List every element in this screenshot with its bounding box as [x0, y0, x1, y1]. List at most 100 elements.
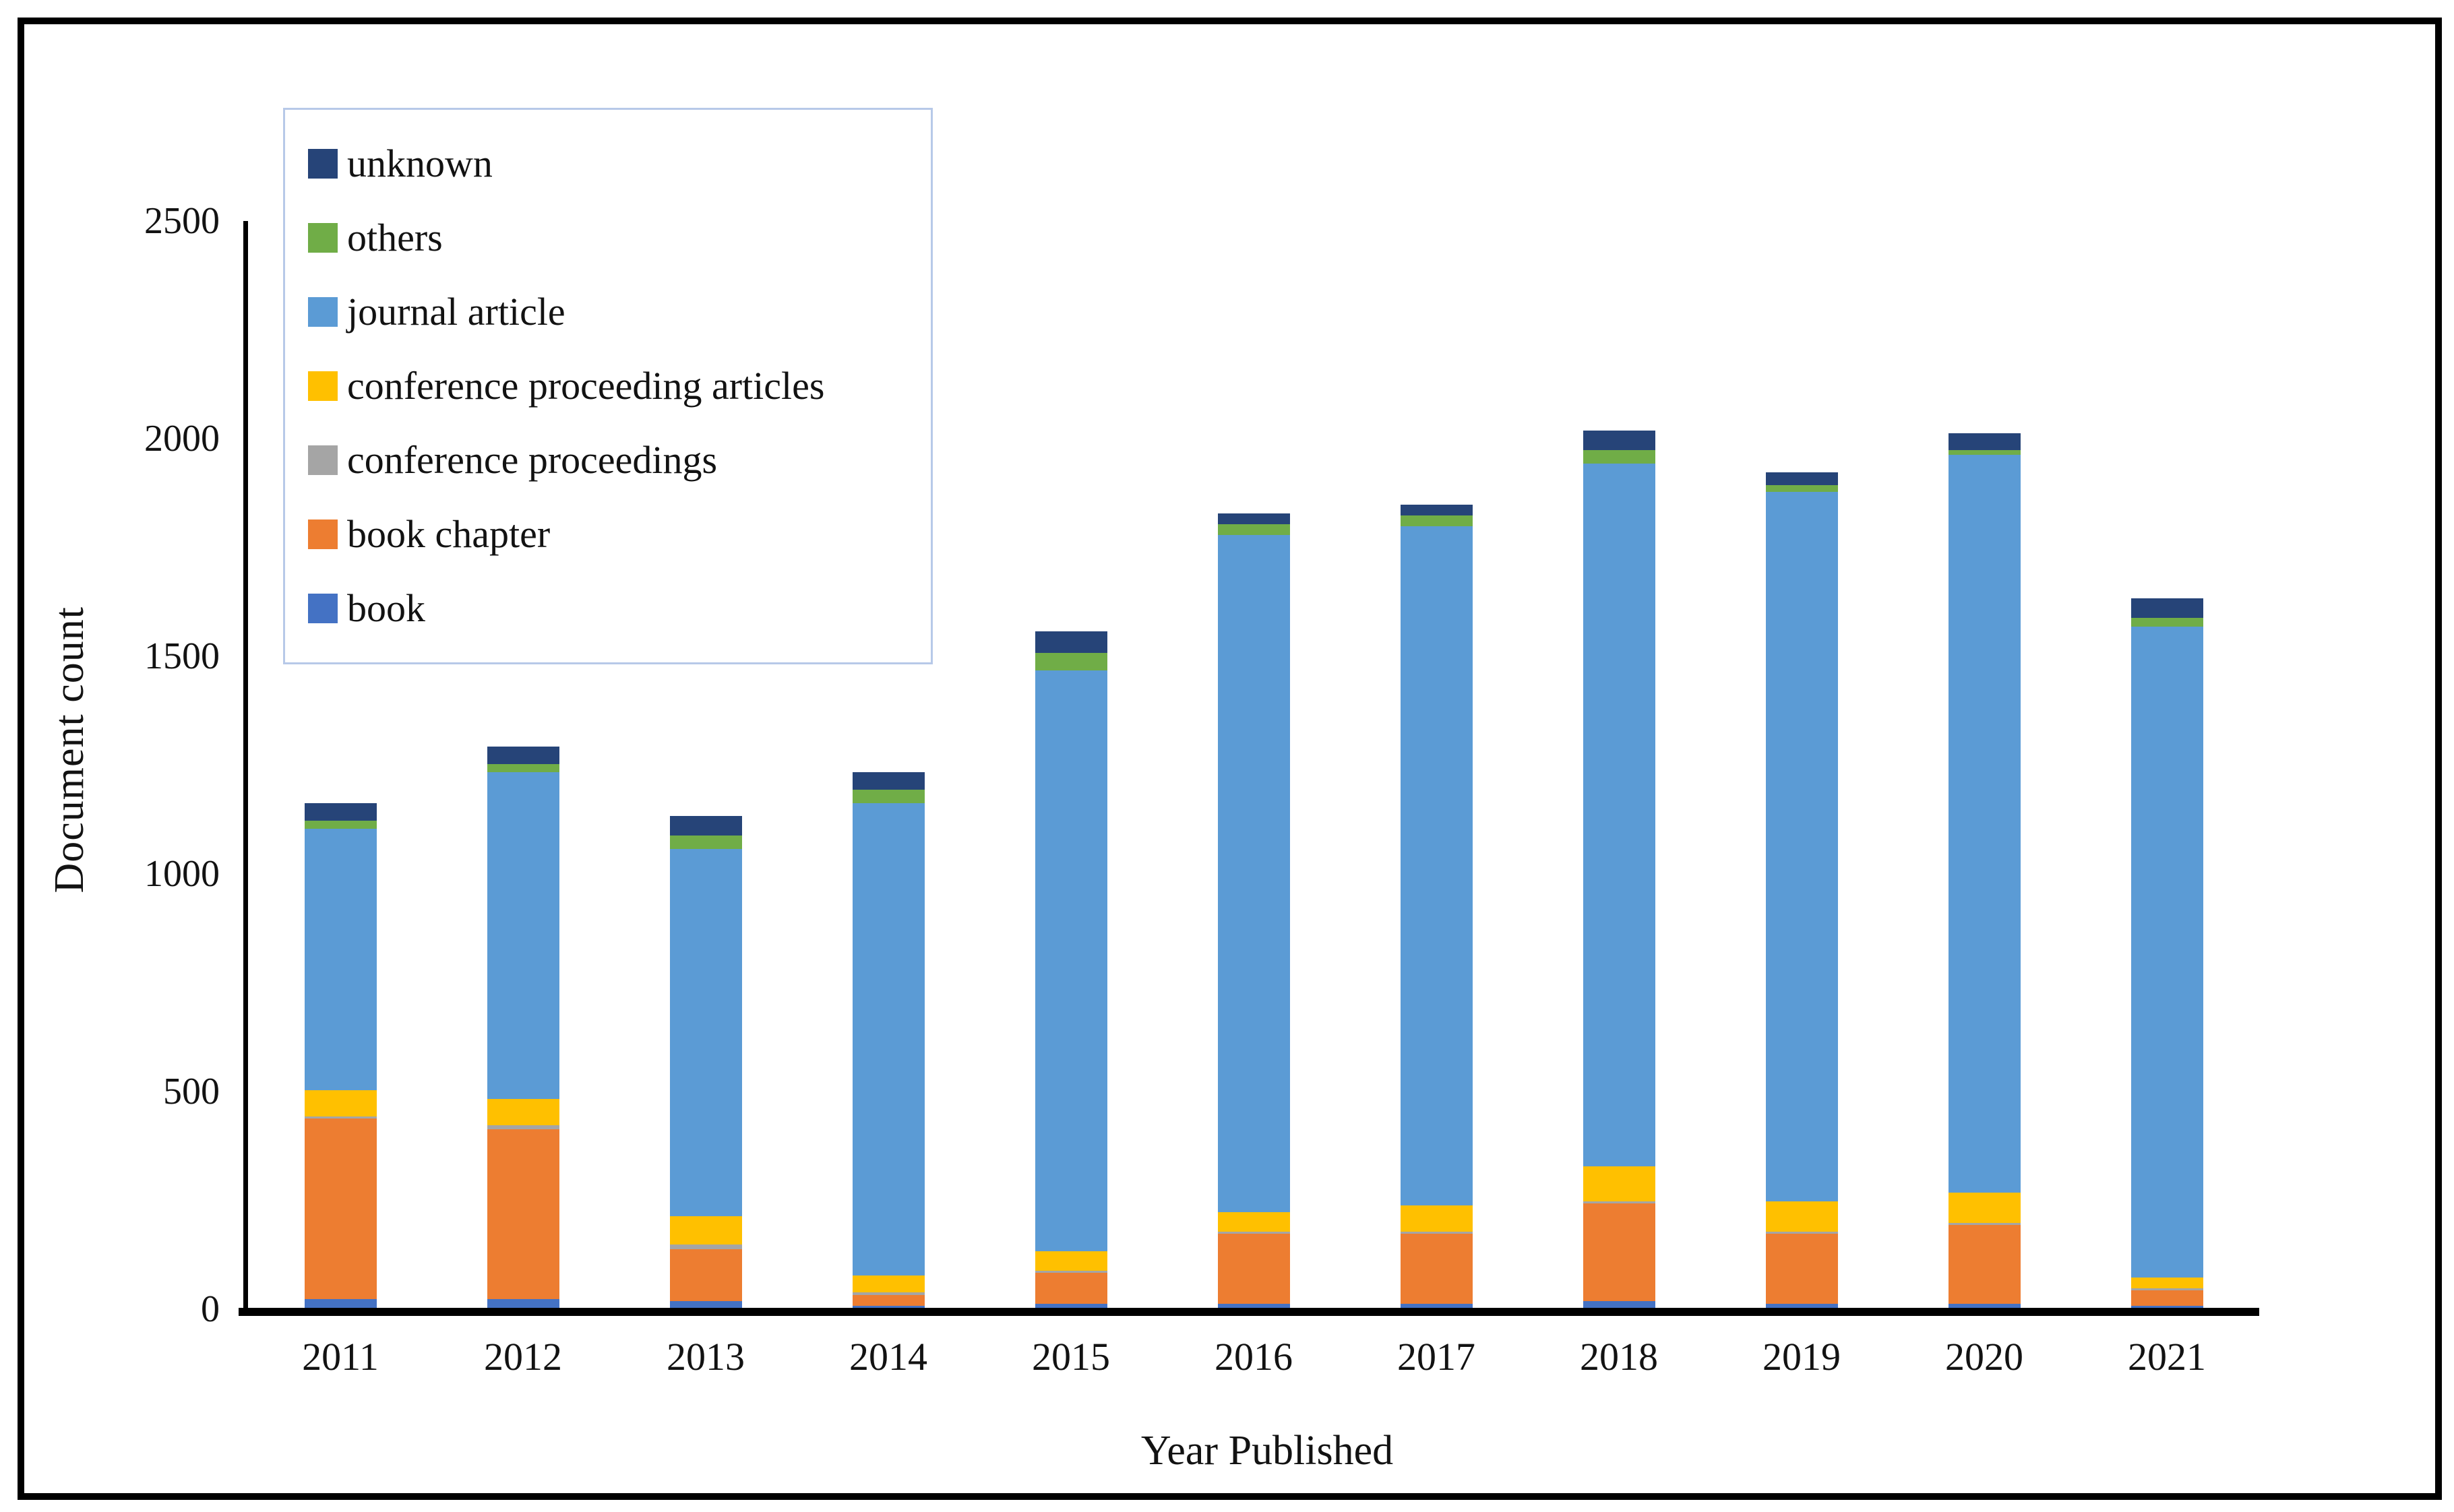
bar-segment-conference-proceeding-articles	[1400, 1205, 1473, 1232]
bar-segment-journal-article	[304, 829, 377, 1091]
bar-segment-book-chapter	[1400, 1234, 1473, 1304]
bar-2018	[1583, 431, 1655, 1308]
bar-segment-unknown	[487, 746, 559, 764]
bar-segment-conference-proceeding-articles	[487, 1098, 559, 1125]
bar-segment-book-chapter	[487, 1129, 559, 1300]
bar-segment-journal-article	[1765, 491, 1838, 1201]
bar-segment-book	[1948, 1303, 2021, 1308]
bar-segment-conference-proceedings	[1217, 1231, 1290, 1234]
bar-segment-book	[1400, 1303, 1473, 1308]
y-tick-label: 2500	[144, 200, 220, 242]
bar-segment-journal-article	[1948, 454, 2021, 1193]
bar-segment-conference-proceedings	[1765, 1231, 1838, 1234]
bar-segment-book-chapter	[852, 1294, 925, 1306]
bar-2013	[669, 816, 742, 1308]
bar-segment-book-chapter	[1583, 1203, 1655, 1302]
bar-segment-unknown	[1583, 431, 1655, 451]
bar-segment-conference-proceeding-articles	[1765, 1201, 1838, 1232]
y-tick-label: 2000	[144, 418, 220, 460]
bar-2011	[304, 802, 377, 1308]
bar-segment-unknown	[1400, 505, 1473, 516]
bar-segment-conference-proceeding-articles	[1035, 1251, 1107, 1271]
bar-segment-conference-proceedings	[487, 1125, 559, 1130]
bar-segment-others	[1583, 450, 1655, 464]
bar-segment-others	[2130, 618, 2203, 627]
legend-item-book-chapter: book chapter	[308, 514, 931, 555]
legend-swatch-icon	[308, 297, 338, 327]
bar-segment-book	[1583, 1301, 1655, 1308]
x-tick-label-2015: 2015	[1032, 1335, 1110, 1379]
bar-segment-journal-article	[487, 772, 559, 1099]
legend-item-others: others	[308, 218, 931, 258]
bar-segment-book-chapter	[1765, 1234, 1838, 1304]
legend-swatch-icon	[308, 149, 338, 179]
x-tick-label-2016: 2016	[1215, 1335, 1293, 1379]
bar-2019	[1765, 472, 1838, 1308]
y-axis-line	[243, 221, 248, 1315]
bar-segment-conference-proceedings	[1400, 1231, 1473, 1234]
bar-segment-book	[1035, 1303, 1107, 1308]
x-tick-label-2018: 2018	[1580, 1335, 1658, 1379]
y-tick-label: 1000	[144, 853, 220, 895]
x-tick-label-2017: 2017	[1397, 1335, 1475, 1379]
bar-segment-others	[852, 790, 925, 803]
x-tick-label-2014: 2014	[849, 1335, 927, 1379]
legend-label: conference proceedings	[347, 438, 718, 482]
legend-label: book chapter	[347, 512, 551, 556]
bar-segment-book-chapter	[304, 1119, 377, 1300]
bar-segment-others	[1948, 450, 2021, 455]
bar-segment-conference-proceedings	[1035, 1271, 1107, 1273]
legend-swatch-icon	[308, 519, 338, 549]
bar-segment-journal-article	[1217, 535, 1290, 1212]
bar-segment-conference-proceedings	[1583, 1201, 1655, 1203]
bar-segment-conference-proceeding-articles	[852, 1275, 925, 1293]
x-tick-label-2021: 2021	[2128, 1335, 2206, 1379]
bar-segment-others	[669, 836, 742, 849]
bar-segment-conference-proceeding-articles	[2130, 1277, 2203, 1288]
x-axis-title: Year Published	[1140, 1428, 1394, 1474]
legend-swatch-icon	[308, 371, 338, 401]
bar-segment-unknown	[852, 772, 925, 790]
bar-segment-book	[2130, 1305, 2203, 1308]
legend-swatch-icon	[308, 594, 338, 623]
bar-segment-journal-article	[2130, 627, 2203, 1278]
bar-segment-journal-article	[852, 802, 925, 1275]
legend-label: unknown	[347, 141, 493, 185]
bar-segment-conference-proceeding-articles	[669, 1216, 742, 1245]
bar-segment-unknown	[1217, 513, 1290, 525]
chart-legend: unknown others journal article conference p…	[283, 108, 933, 664]
bar-segment-book	[1217, 1303, 1290, 1308]
bar-segment-unknown	[1948, 433, 2021, 451]
bar-segment-book-chapter	[1948, 1225, 2021, 1304]
legend-swatch-icon	[308, 445, 338, 475]
x-tick-label-2019: 2019	[1762, 1335, 1841, 1379]
bar-segment-book	[852, 1305, 925, 1308]
legend-swatch-icon	[308, 223, 338, 253]
legend-item-journal-article: journal article	[308, 292, 931, 332]
bar-segment-book	[1765, 1303, 1838, 1308]
bar-segment-book	[487, 1299, 559, 1308]
bar-segment-conference-proceeding-articles	[1217, 1211, 1290, 1232]
x-tick-label-2011: 2011	[302, 1335, 379, 1379]
x-tick-label-2020: 2020	[1945, 1335, 2023, 1379]
bar-2016	[1217, 513, 1290, 1308]
legend-item-conference-proceedings: conference proceedings	[308, 440, 931, 480]
legend-label: journal article	[347, 290, 565, 334]
bar-segment-journal-article	[1035, 670, 1107, 1252]
bar-segment-others	[304, 820, 377, 829]
y-tick-label: 1500	[144, 635, 220, 677]
bar-segment-journal-article	[1400, 526, 1473, 1206]
bar-segment-book	[669, 1301, 742, 1308]
bar-segment-others	[1400, 515, 1473, 527]
bar-segment-conference-proceeding-articles	[304, 1090, 377, 1116]
bar-segment-book-chapter	[1035, 1273, 1107, 1304]
bar-segment-unknown	[1765, 472, 1838, 486]
plot-area: 0 500 1000 1500 2000 2500 2011 2012 2013 2014 2015…	[144, 200, 2259, 1379]
bar-segment-journal-article	[1583, 463, 1655, 1167]
bar-segment-others	[1035, 652, 1107, 670]
legend-item-conference-proceeding-articles: conference proceeding articles	[308, 366, 931, 406]
legend-label: others	[347, 216, 443, 259]
x-tick-label-2012: 2012	[484, 1335, 562, 1379]
legend-label: conference proceeding articles	[347, 364, 825, 408]
